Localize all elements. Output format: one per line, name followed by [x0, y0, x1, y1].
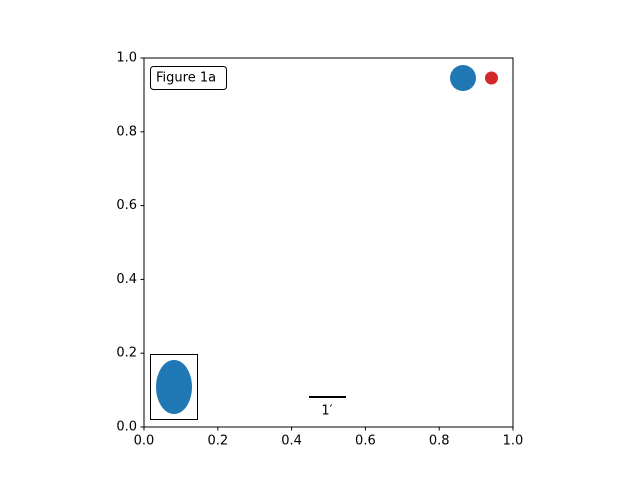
y-tick-label: 1.0 [116, 51, 137, 66]
text-box-frame [150, 66, 227, 90]
circle-large [450, 65, 476, 91]
x-tick-label: 0.2 [207, 434, 228, 449]
y-tick-label: 0.2 [116, 346, 137, 361]
size-bar-label: 1′ [321, 404, 332, 419]
x-tick-label: 0.4 [281, 434, 302, 449]
x-tick-label: 0.8 [429, 434, 450, 449]
x-tick-label: 0.0 [134, 434, 155, 449]
y-tick-label: 0.4 [116, 272, 137, 287]
x-tick-label: 0.6 [355, 434, 376, 449]
ellipse [156, 360, 192, 414]
ellipse-box [150, 354, 198, 420]
y-tick-label: 0.6 [116, 198, 137, 213]
text-box: Figure 1a [156, 71, 216, 86]
plot-area [143, 57, 514, 428]
x-tick-label: 1.0 [503, 434, 524, 449]
circle-small [485, 71, 498, 85]
y-tick-label: 0.8 [116, 124, 137, 139]
y-tick-label: 0.0 [116, 420, 137, 435]
